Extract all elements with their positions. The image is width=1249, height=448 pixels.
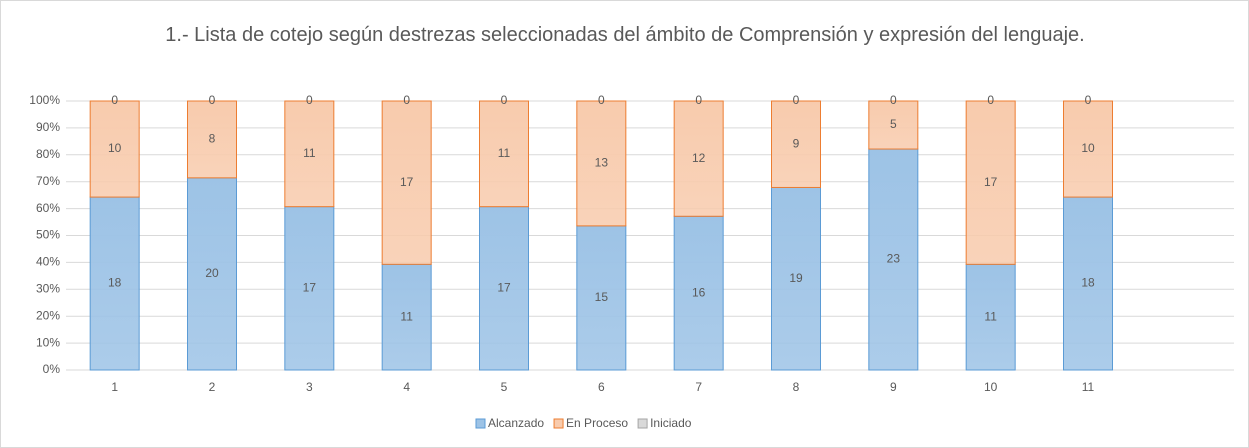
data-label: 19 [789,271,803,285]
x-tick-label: 10 [984,380,998,394]
data-label: 0 [306,93,313,107]
data-label: 11 [400,309,413,323]
data-label: 0 [987,93,994,107]
y-tick-label: 60% [36,201,60,215]
legend-label: En Proceso [566,416,628,430]
bar-segment [89,100,140,198]
bar-segment [965,263,1016,371]
bar-segment [89,196,140,371]
data-label: 17 [984,175,998,189]
y-tick-label: 30% [36,281,60,295]
data-label: 8 [209,132,216,146]
x-tick-label: 3 [306,380,313,394]
y-tick-label: 80% [36,147,60,161]
data-label: 11 [303,146,316,160]
y-tick-label: 40% [36,255,60,269]
data-label: 17 [303,281,317,295]
bar-segment [673,100,724,217]
bar-segment [965,100,1016,265]
x-tick-label: 2 [209,380,216,394]
data-label: 17 [400,175,414,189]
legend-label: Iniciado [650,416,692,430]
data-label: 0 [1085,93,1092,107]
data-label: 11 [498,146,511,160]
x-tick-label: 1 [111,380,118,394]
bar-segment [187,100,237,179]
legend-swatch [637,418,648,429]
legend-swatch [553,418,564,429]
x-tick-label: 8 [793,380,800,394]
y-tick-label: 100% [29,93,60,107]
bar-segment [771,100,821,188]
data-label: 23 [887,252,901,266]
y-tick-label: 10% [36,335,60,349]
data-label: 13 [595,156,609,170]
bar-segment [1063,196,1113,371]
bar-segment [576,100,627,227]
data-label: 0 [598,93,605,107]
bar-segment [381,100,432,265]
data-label: 15 [595,290,609,304]
bar-segment [576,225,627,371]
data-label: 10 [1081,141,1095,155]
y-tick-label: 0% [43,362,61,376]
data-label: 16 [692,285,706,299]
data-label: 0 [890,93,897,107]
legend-swatch [475,418,486,429]
data-label: 11 [984,309,997,323]
y-tick-label: 50% [36,228,60,242]
y-tick-label: 90% [36,120,60,134]
data-label: 5 [890,117,897,131]
x-tick-label: 7 [695,380,702,394]
x-tick-label: 11 [1082,380,1095,394]
bar-segment [381,263,432,371]
data-label: 0 [209,93,216,107]
x-tick-label: 4 [403,380,410,394]
x-tick-label: 5 [501,380,508,394]
bar-segment [868,148,919,371]
data-label: 0 [403,93,410,107]
bar-segment [479,100,529,208]
data-label: 0 [793,93,800,107]
data-label: 0 [501,93,508,107]
data-label: 20 [205,266,219,280]
legend-label: Alcanzado [488,416,544,430]
data-label: 12 [692,151,706,165]
x-tick-label: 9 [890,380,897,394]
y-tick-label: 20% [36,308,60,322]
data-label: 18 [1081,276,1095,290]
data-label: 18 [108,276,122,290]
data-label: 9 [793,136,800,150]
data-label: 17 [497,281,511,295]
chart-title: 1.- Lista de cotejo según destrezas sele… [165,24,1085,46]
bar-segment [187,177,237,371]
data-label: 10 [108,141,122,155]
bar-segment [868,100,919,150]
bar-segment [1063,100,1113,198]
bar-segment [479,206,529,371]
y-tick-label: 70% [36,174,60,188]
bar-segment [284,100,335,208]
data-label: 0 [695,93,702,107]
x-tick-label: 6 [598,380,605,394]
data-label: 0 [111,93,118,107]
